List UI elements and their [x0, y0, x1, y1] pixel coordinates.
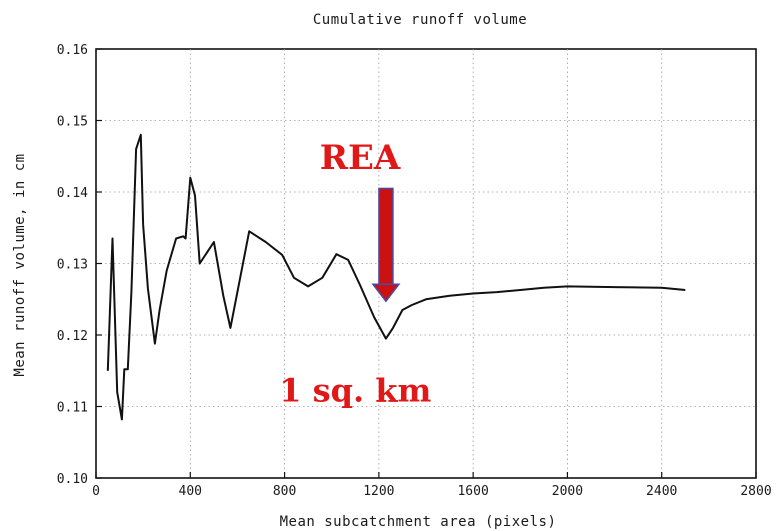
- y-tick-label: 0.15: [57, 115, 88, 130]
- annotation-1-sq-km: 1 sq. km: [279, 371, 431, 409]
- y-tick-label: 0.14: [57, 186, 88, 201]
- x-tick-label: 800: [273, 484, 296, 499]
- y-tick-label: 0.13: [57, 258, 88, 273]
- x-axis-label: Mean subcatchment area (pixels): [280, 514, 557, 530]
- x-tick-label: 400: [179, 484, 202, 499]
- annotation-rea: REA: [320, 138, 401, 178]
- x-tick-label: 1200: [363, 484, 394, 499]
- y-tick-label: 0.11: [57, 401, 88, 416]
- y-axis-label: Mean runoff volume, in cm: [12, 153, 28, 376]
- x-tick-label: 2000: [552, 484, 583, 499]
- y-tick-label: 0.12: [57, 329, 88, 344]
- x-tick-label: 0: [92, 484, 100, 499]
- series-line-runoff: [106, 133, 686, 421]
- x-tick-label: 1600: [457, 484, 488, 499]
- rea-arrow-head: [371, 283, 401, 303]
- axis-ticks: [95, 48, 757, 479]
- grid-lines: [96, 49, 756, 478]
- y-tick-label: 0.16: [57, 43, 88, 58]
- x-tick-label: 2800: [740, 484, 771, 499]
- x-tick-label: 2400: [646, 484, 677, 499]
- y-tick-label: 0.10: [57, 472, 88, 487]
- chart-title: Cumulative runoff volume: [313, 12, 527, 28]
- x-tick-labels: 0 400 800 1200 1600 2000 2400 2800: [92, 484, 772, 499]
- y-tick-labels: 0.10 0.11 0.12 0.13 0.14 0.15 0.16: [57, 43, 88, 487]
- rea-arrow-shaft: [378, 187, 394, 286]
